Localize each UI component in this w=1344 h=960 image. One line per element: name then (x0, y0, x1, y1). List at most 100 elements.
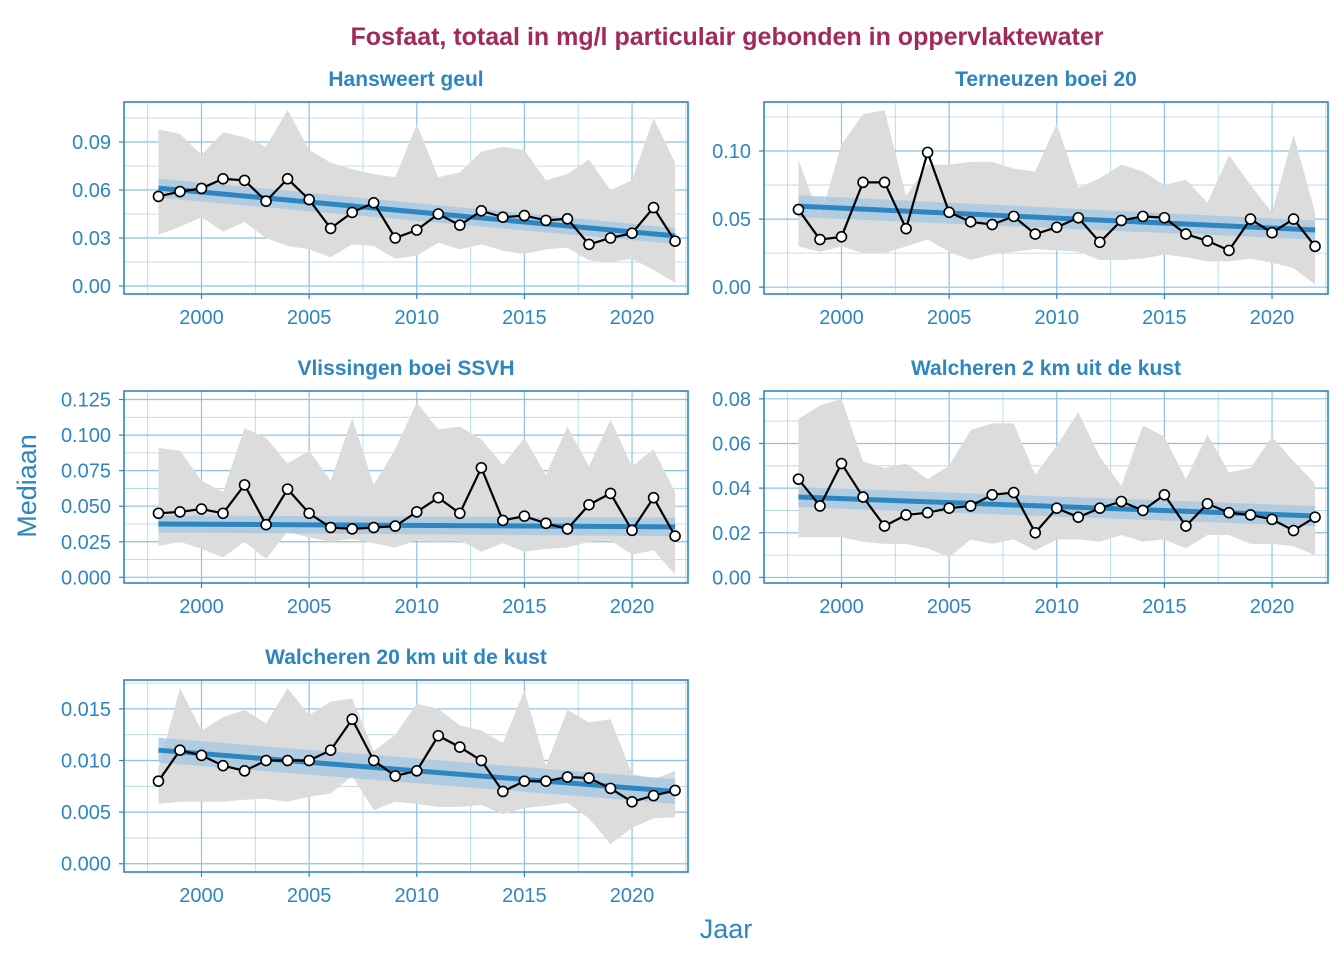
data-point (921, 506, 934, 519)
data-point (217, 173, 229, 185)
y-tick-label: 0.09 (72, 132, 111, 154)
data-point (604, 782, 617, 795)
data-point (389, 232, 402, 244)
data-point (1094, 502, 1106, 515)
data-point (454, 741, 466, 753)
data-point (626, 227, 638, 239)
data-point (432, 491, 445, 504)
data-point (475, 754, 488, 767)
data-point (152, 507, 165, 520)
data-point (1029, 526, 1042, 539)
panel-title: Walcheren 20 km uit de kust (265, 646, 547, 669)
data-point (669, 235, 681, 247)
data-point (281, 483, 294, 495)
y-tick-label: 0.06 (72, 180, 111, 202)
data-point (1201, 235, 1214, 247)
data-point (1137, 210, 1149, 223)
data-point (878, 176, 891, 189)
data-point (647, 201, 660, 214)
y-tick-label: 0.010 (61, 751, 111, 773)
y-tick-label: 0.08 (712, 389, 751, 411)
data-point (260, 754, 272, 767)
trend-line (798, 203, 1316, 233)
y-tick-label: 0.04 (712, 478, 751, 500)
x-tick-label: 2015 (502, 307, 547, 329)
x-tick-label: 2000 (179, 885, 224, 907)
data-point (1094, 236, 1106, 249)
y-tick-label: 0.00 (72, 276, 111, 298)
data-point (195, 749, 208, 762)
data-point (367, 521, 380, 534)
data-point (217, 759, 229, 772)
data-point (647, 789, 660, 802)
data-point (367, 754, 380, 767)
panel-title: Terneuzen boei 20 (955, 68, 1137, 91)
data-point (1309, 240, 1321, 253)
data-point (1137, 504, 1149, 517)
chart-panel: Walcheren 2 km uit de kust 2000 2005 2010 20… (712, 357, 1329, 618)
data-point (814, 233, 826, 246)
x-tick-label: 2010 (395, 885, 440, 907)
panel-border (763, 390, 1329, 584)
data-point (626, 796, 638, 808)
data-point (964, 500, 977, 512)
data-point (1158, 489, 1171, 501)
data-point (1223, 244, 1235, 257)
x-tick-label: 2020 (1250, 596, 1295, 618)
x-tick-label: 2015 (1142, 307, 1187, 329)
data-point (921, 146, 934, 159)
data-point (238, 174, 251, 187)
trend-line (158, 185, 676, 239)
chart-panel: Terneuzen boei 20 2000 2005 2010 2015 2020 0.0… (712, 68, 1329, 329)
x-tick-label: 2005 (287, 596, 332, 618)
data-point (1072, 211, 1085, 224)
data-point (195, 182, 208, 195)
x-tick-label: 2000 (819, 596, 864, 618)
data-point (814, 500, 826, 512)
data-point (281, 754, 294, 767)
panel-border (123, 390, 689, 584)
data-point (1287, 213, 1300, 225)
data-point (260, 195, 272, 207)
x-tick-label: 2010 (1035, 307, 1080, 329)
data-point (1223, 506, 1235, 519)
data-point (475, 461, 488, 474)
data-point (346, 206, 358, 219)
data-point (217, 507, 229, 520)
data-point (1115, 495, 1128, 508)
data-point (857, 176, 869, 189)
x-axis-title: Jaar (700, 914, 753, 944)
y-tick-label: 0.005 (61, 802, 111, 824)
y-tick-label: 0.00 (712, 277, 751, 299)
x-tick-label: 2015 (502, 885, 547, 907)
x-tick-label: 2020 (610, 885, 655, 907)
panel-border (123, 101, 689, 295)
x-tick-label: 2020 (610, 596, 655, 618)
range-band (798, 110, 1316, 285)
data-point (152, 190, 165, 203)
data-point (410, 506, 423, 518)
y-tick-label: 0.000 (61, 854, 111, 876)
x-tick-label: 2005 (287, 307, 332, 329)
data-point (303, 193, 315, 206)
data-point (454, 219, 466, 231)
data-point (1244, 509, 1257, 521)
data-point (540, 775, 552, 787)
y-tick-label: 0.075 (61, 461, 111, 483)
panel-border (763, 101, 1329, 295)
data-point (900, 222, 912, 235)
x-tick-label: 2000 (179, 596, 224, 618)
data-point (1007, 210, 1020, 223)
data-point (174, 506, 186, 518)
chart-panel: Walcheren 20 km uit de kust 2000 2005 2010 2… (61, 646, 689, 907)
data-point (561, 771, 574, 783)
data-point (878, 520, 891, 532)
chart-panel: Vlissingen boei SSVH 2000 2005 2010 2015 2020… (61, 357, 689, 618)
data-point (432, 208, 445, 220)
x-tick-label: 2020 (610, 307, 655, 329)
chart-title: Fosfaat, totaal in mg/l particulair gebo… (351, 23, 1104, 51)
data-point (1244, 213, 1257, 225)
y-tick-label: 0.05 (712, 209, 751, 231)
data-point (518, 510, 531, 522)
